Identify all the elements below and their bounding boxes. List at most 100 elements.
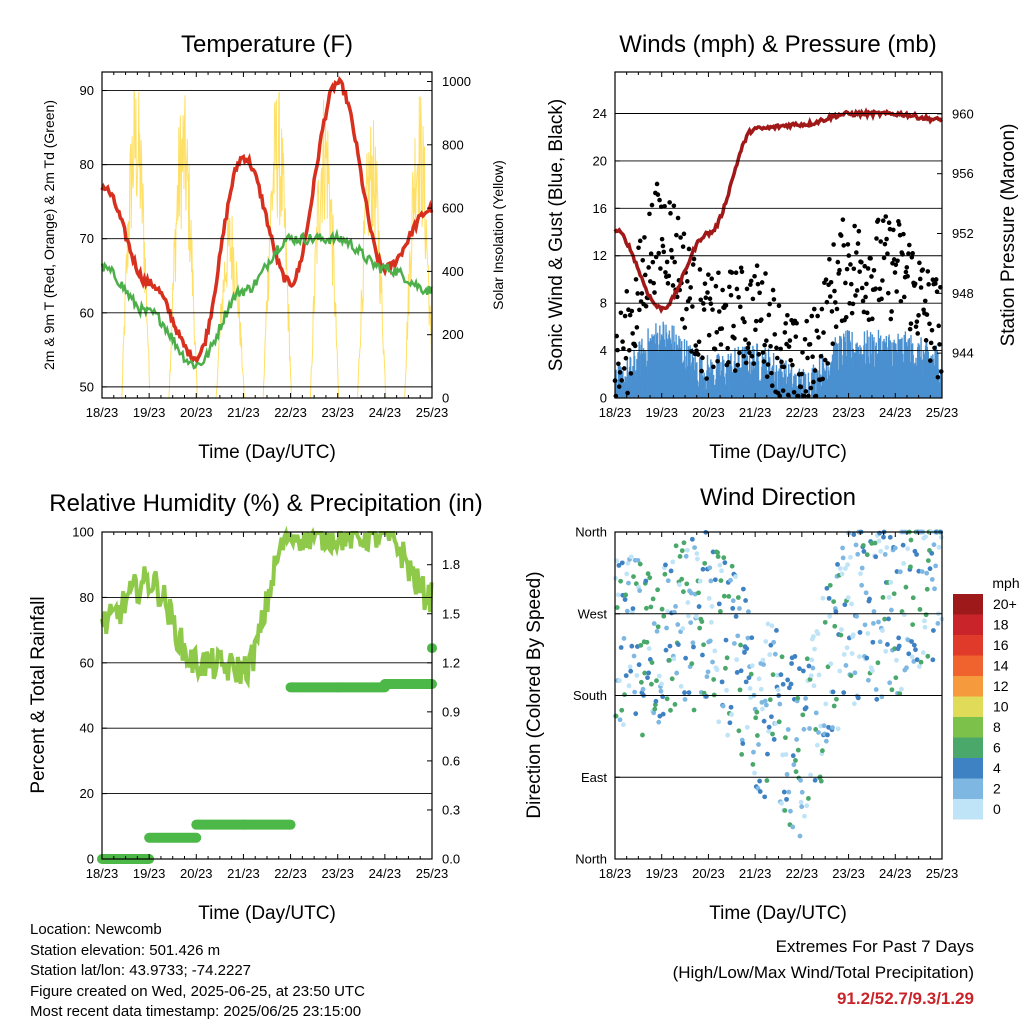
gust-point (765, 362, 771, 367)
direction-point (743, 598, 749, 603)
gust-point (642, 272, 648, 278)
gust-point (827, 256, 832, 262)
y2-tick-label: 956 (952, 166, 974, 181)
direction-point (628, 554, 634, 560)
direction-point (788, 808, 793, 814)
x-tick-label: 23/23 (832, 405, 865, 420)
direction-point (707, 638, 713, 644)
gust-point (848, 262, 853, 267)
direction-point (717, 562, 723, 568)
y-tick-label: 12 (593, 248, 607, 263)
elevation-text: Station elevation: 501.426 m (30, 941, 221, 959)
direction-point (663, 647, 669, 653)
gust-point (669, 255, 675, 260)
y-tick-label: East (581, 770, 607, 785)
direction-point (820, 595, 826, 601)
direction-point (739, 751, 745, 757)
gust-point (675, 215, 681, 221)
x-tick-label: 23/23 (321, 405, 354, 420)
winds-ylabel-right: Station Pressure (Maroon) (998, 124, 1019, 347)
gust-point (901, 294, 907, 300)
direction-xlabel: Time (Day/UTC) (709, 903, 847, 924)
direction-point (655, 587, 661, 593)
gust-point (906, 251, 911, 256)
direction-point (618, 578, 624, 584)
humidity-xlabel: Time (Day/UTC) (198, 903, 336, 924)
direction-point (766, 728, 771, 734)
y2-tick-label: 0 (442, 391, 449, 406)
x-tick-label: 24/23 (879, 866, 912, 881)
direction-point (909, 639, 914, 644)
direction-point (762, 698, 768, 704)
gust-point (812, 368, 818, 373)
y2-tick-label: 400 (442, 264, 464, 279)
direction-point (839, 571, 845, 577)
gust-point (633, 277, 639, 282)
gust-point (843, 280, 848, 286)
direction-point (756, 676, 762, 682)
gust-point (796, 393, 801, 399)
direction-point (865, 631, 871, 636)
gust-point (646, 265, 651, 270)
direction-point (649, 660, 655, 666)
gust-point (769, 370, 774, 376)
direction-point (855, 551, 861, 557)
temperature-title: Temperature (F) (181, 31, 353, 58)
y2-tick-label: 0.9 (442, 704, 460, 719)
winds-panel: Winds (mph) & Pressure (mb) 0 4 8 12 16 20 24 9… (546, 31, 1019, 463)
direction-point (754, 733, 760, 738)
direction-point (771, 737, 777, 742)
legend-label: 0 (993, 801, 1001, 817)
gust-point (711, 364, 716, 370)
gust-point (874, 236, 879, 241)
x-tick-label: 21/23 (739, 866, 772, 881)
direction-point (809, 657, 815, 663)
direction-point (749, 635, 755, 641)
direction-point (677, 582, 682, 588)
direction-point (736, 728, 742, 734)
gust-point (748, 282, 753, 287)
direction-point (883, 648, 889, 654)
gust-point (916, 313, 921, 318)
direction-point (710, 549, 716, 555)
gust-point (764, 338, 769, 343)
temperature-ylabel-left: 2m & 9m T (Red, Orange) & 2m Td (Green) (41, 100, 57, 370)
direction-point (897, 691, 903, 697)
gust-point (770, 287, 776, 293)
legend-title: mph (992, 575, 1019, 591)
direction-point (786, 789, 792, 795)
y2-tick-label: 1.5 (442, 606, 460, 621)
x-tick-label: 20/23 (692, 866, 725, 881)
direction-point (725, 732, 731, 738)
gust-point (895, 258, 900, 264)
direction-point (860, 543, 866, 548)
direction-point (633, 711, 639, 717)
y-tick-label: 60 (80, 305, 94, 320)
gust-point (736, 294, 741, 300)
dewpoint-line (100, 228, 433, 370)
direction-point (776, 719, 782, 725)
y-tick-label: 20 (80, 786, 94, 801)
gust-point (783, 321, 788, 326)
x-tick-label: 18/23 (86, 405, 119, 420)
gust-point (685, 279, 690, 284)
gust-point (762, 342, 767, 348)
direction-point (674, 670, 680, 676)
gust-point (908, 321, 914, 326)
direction-point (867, 596, 872, 602)
direction-point (626, 580, 631, 586)
direction-point (786, 685, 792, 691)
direction-point (659, 681, 664, 687)
gust-point (739, 269, 745, 275)
gust-point (937, 342, 942, 347)
gust-point (723, 303, 729, 308)
direction-point (665, 578, 671, 584)
gust-point (634, 325, 640, 330)
station-info: Location: Newcomb Station elevation: 501… (30, 920, 365, 1023)
y2-tick-label: 944 (952, 346, 974, 361)
direction-point (648, 604, 654, 610)
direction-point (845, 595, 851, 601)
direction-point (842, 566, 848, 571)
gust-point (691, 256, 697, 262)
gust-point (889, 309, 894, 314)
